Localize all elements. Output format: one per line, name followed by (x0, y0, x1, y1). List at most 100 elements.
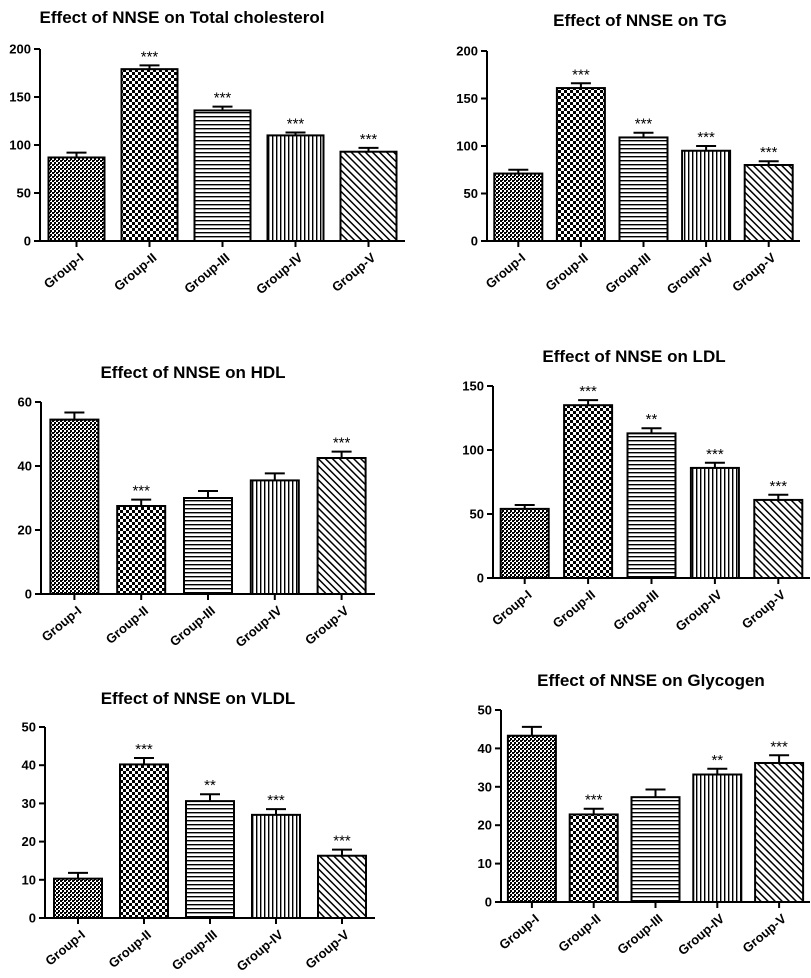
significance-label: *** (585, 792, 603, 809)
y-tick-label: 0 (471, 234, 478, 249)
significance-label: *** (635, 116, 653, 133)
x-tick-label: Group-IV (234, 927, 286, 974)
y-tick-label: 50 (17, 186, 31, 201)
bar-group-ii (563, 404, 614, 580)
significance-label: ** (204, 777, 216, 794)
x-tick-label: Group-IV (675, 911, 727, 958)
y-tick-label: 150 (9, 90, 31, 105)
significance-label: *** (141, 48, 159, 65)
significance-label: *** (360, 131, 378, 148)
chart-title: Effect of NNSE on Glycogen (537, 671, 765, 690)
bar-group-iii (183, 497, 233, 595)
x-tick-label: Group-I (42, 927, 88, 969)
y-tick-label: 60 (18, 395, 32, 410)
bar-group-i (47, 156, 106, 242)
significance-label: *** (760, 144, 778, 161)
x-tick-label: Group-II (103, 603, 151, 647)
y-tick-label: 20 (22, 834, 36, 849)
chart-title: Effect of NNSE on VLDL (101, 689, 296, 708)
bar-group-iv (681, 149, 732, 242)
y-tick-label: 30 (22, 796, 36, 811)
bar-group-i (506, 734, 557, 904)
y-tick-label: 0 (25, 587, 32, 602)
x-tick-label: Group-II (555, 911, 603, 955)
significance-label: *** (572, 66, 590, 83)
bar-group-iv (251, 813, 301, 919)
significance-label: *** (267, 792, 285, 809)
bar-group-i (53, 877, 103, 919)
significance-label: *** (135, 741, 153, 758)
bar-group-iii (185, 800, 235, 919)
significance-label: *** (706, 446, 724, 463)
bar-group-i (493, 172, 544, 242)
y-tick-label: 100 (9, 138, 31, 153)
x-tick-label: Group-II (106, 927, 154, 971)
x-tick-label: Group-II (111, 250, 159, 294)
x-tick-label: Group-II (542, 250, 590, 294)
y-tick-label: 0 (477, 571, 484, 586)
y-tick-label: 50 (478, 703, 492, 718)
y-tick-label: 150 (456, 91, 478, 106)
y-tick-label: 50 (470, 507, 484, 522)
chart-total-cholesterol: Effect of NNSE on Total cholesterol 0 50 10… (9, 8, 405, 297)
x-tick-label: Group-I (41, 250, 87, 292)
x-tick-label: Group-I (489, 587, 535, 629)
significance-label: *** (697, 129, 715, 146)
y-tick-label: 0 (485, 895, 492, 910)
bar-group-iv (692, 773, 743, 904)
y-tick-label: 40 (478, 741, 492, 756)
bar-group-iii (193, 109, 252, 242)
x-tick-label: Group-V (329, 250, 379, 295)
chart-title: Effect of NNSE on Total cholesterol (40, 8, 325, 27)
chart-hdl: Effect of NNSE on HDL 0 20 40 60 Group-I *** Gr… (18, 363, 375, 650)
significance-label: *** (214, 90, 232, 107)
x-tick-label: Group-IV (664, 250, 716, 297)
y-tick-label: 20 (18, 523, 32, 538)
y-tick-label: 10 (22, 872, 36, 887)
y-tick-label: 20 (478, 818, 492, 833)
x-tick-label: Group-III (169, 927, 220, 973)
chart-title: Effect of NNSE on LDL (542, 347, 725, 366)
x-tick-label: Group-IV (253, 250, 305, 297)
bar-group-i (499, 507, 550, 580)
significance-label: *** (770, 738, 788, 755)
x-tick-label: Group-V (729, 250, 779, 295)
chart-glycogen: Effect of NNSE on Glycogen 0 10 20 30 40 50 Gro… (478, 671, 810, 958)
chart-ldl: Effect of NNSE on LDL050100150Group-I***… (462, 347, 810, 634)
chart-title: Effect of NNSE on TG (553, 11, 727, 30)
significance-label: ** (711, 752, 723, 769)
bar-group-v (743, 164, 794, 242)
bar-group-iii (626, 432, 677, 579)
y-tick-label: 150 (462, 379, 484, 394)
x-tick-label: Group-I (496, 911, 542, 953)
y-tick-label: 50 (464, 186, 478, 201)
y-tick-label: 0 (29, 911, 36, 926)
y-tick-label: 0 (24, 234, 31, 249)
x-tick-label: Group-I (483, 250, 529, 292)
y-tick-label: 40 (22, 758, 36, 773)
x-tick-label: Group-V (302, 927, 352, 972)
bar-group-v (339, 150, 398, 242)
x-tick-label: Group-III (167, 603, 218, 649)
y-tick-label: 50 (22, 720, 36, 735)
x-tick-label: Group-IV (673, 587, 725, 634)
chart-vldl: Effect of NNSE on VLDL 0 10 20 30 40 50 Group-I… (22, 689, 375, 974)
chart-title: Effect of NNSE on HDL (100, 363, 285, 382)
y-tick-label: 200 (9, 42, 31, 57)
x-tick-label: Group-V (739, 587, 789, 632)
bar-group-v (317, 854, 367, 920)
significance-label: *** (287, 116, 305, 133)
x-tick-label: Group-II (550, 587, 598, 631)
bar-group-iii (618, 136, 669, 242)
x-tick-label: Group-IV (232, 603, 284, 650)
y-tick-label: 30 (478, 779, 492, 794)
bar-group-ii (568, 813, 619, 903)
x-tick-label: Group-V (302, 603, 352, 648)
x-tick-label: Group-III (610, 587, 661, 633)
x-tick-label: Group-III (181, 250, 232, 296)
y-tick-label: 40 (18, 459, 32, 474)
chart-tg: Effect of NNSE on TG 0 50 100 150 200 Group-I *… (456, 11, 800, 297)
bar-group-iv (689, 466, 740, 580)
significance-label: *** (579, 383, 597, 400)
